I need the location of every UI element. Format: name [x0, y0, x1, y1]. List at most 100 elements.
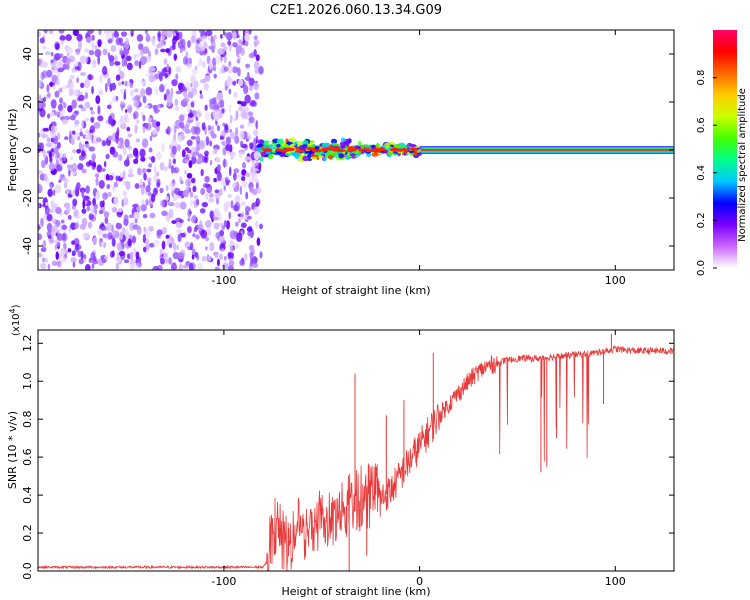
noise-blob	[66, 52, 70, 57]
noise-blob	[57, 103, 63, 112]
noise-blob	[113, 196, 119, 206]
noise-blob	[122, 227, 126, 235]
track-blob	[371, 152, 379, 157]
noise-blob	[157, 32, 161, 42]
noise-blob	[120, 88, 124, 94]
noise-blob	[143, 104, 150, 109]
track-peak	[379, 147, 384, 151]
noise-blob	[88, 50, 95, 56]
noise-blob	[212, 57, 217, 67]
track-blob	[263, 154, 269, 157]
noise-blob	[172, 35, 178, 41]
noise-blob	[247, 111, 254, 117]
noise-blob	[216, 124, 221, 132]
noise-blob	[62, 176, 67, 182]
noise-blob	[150, 155, 156, 163]
noise-blob	[210, 130, 214, 136]
noise-blob	[163, 93, 167, 101]
noise-blob	[163, 165, 168, 172]
noise-blob	[235, 127, 239, 136]
noise-blob	[248, 116, 255, 124]
noise-blob	[171, 220, 177, 225]
noise-blob	[124, 138, 130, 148]
noise-blob	[133, 88, 139, 93]
snr-y-tick-label: 0.6	[21, 448, 34, 466]
noise-blob	[241, 175, 246, 182]
noise-blob	[159, 187, 164, 194]
noise-blob	[254, 68, 259, 74]
noise-blob	[248, 77, 255, 86]
noise-blob	[142, 167, 147, 174]
noise-blob	[144, 30, 149, 35]
noise-blob	[59, 158, 63, 167]
noise-blob	[54, 146, 59, 155]
noise-blob	[95, 137, 102, 143]
noise-blob	[64, 136, 69, 140]
noise-blob	[153, 187, 159, 195]
noise-blob	[199, 93, 204, 100]
noise-blob	[182, 189, 189, 198]
noise-blob	[227, 65, 233, 74]
noise-blob	[219, 235, 225, 243]
noise-blob	[135, 138, 141, 143]
track-blob	[330, 138, 338, 144]
noise-blob	[255, 120, 258, 130]
noise-blob	[72, 30, 79, 37]
noise-blob	[215, 55, 221, 64]
noise-blob	[85, 264, 91, 270]
noise-blob	[235, 221, 239, 227]
noise-blob	[40, 262, 47, 270]
noise-blob	[169, 45, 176, 51]
noise-blob	[156, 151, 162, 161]
noise-blob	[138, 60, 142, 69]
noise-blob	[253, 167, 259, 172]
noise-blob	[133, 100, 140, 108]
noise-blob	[166, 126, 171, 136]
noise-blob	[38, 233, 43, 241]
noise-blob	[148, 117, 152, 123]
noise-blob	[145, 86, 153, 96]
noise-blob	[245, 63, 251, 69]
noise-blob	[203, 156, 208, 162]
colorbar-tick-label: 0.6	[696, 117, 707, 133]
signal-track	[256, 137, 674, 163]
noise-blob	[200, 168, 204, 177]
noise-blob	[226, 76, 233, 86]
noise-blob	[208, 45, 215, 50]
noise-blob	[106, 104, 112, 110]
noise-blob	[80, 106, 87, 112]
noise-blob	[152, 38, 156, 47]
noise-blob	[55, 251, 59, 260]
noise-blob	[249, 251, 254, 260]
noise-blob	[85, 185, 90, 194]
noise-blob	[92, 199, 95, 205]
noise-blob	[76, 77, 80, 83]
noise-blob	[95, 190, 101, 200]
noise-blob	[213, 208, 220, 217]
noise-blob	[200, 187, 206, 196]
noise-blob	[124, 228, 129, 238]
noise-blob	[115, 175, 119, 182]
noise-blob	[154, 85, 159, 96]
noise-blob	[76, 33, 83, 42]
noise-blob	[38, 152, 41, 157]
noise-blob	[153, 174, 158, 183]
track-blob	[346, 152, 352, 158]
noise-blob	[158, 83, 165, 93]
noise-blob	[85, 144, 90, 149]
noise-blob	[204, 74, 211, 82]
noise-blob	[82, 222, 86, 229]
noise-blob	[88, 129, 94, 134]
track-peak	[408, 147, 417, 151]
noise-blob	[107, 52, 111, 59]
noise-blob	[53, 61, 60, 70]
noise-blob	[207, 125, 212, 131]
noise-blob	[178, 263, 183, 270]
noise-blob	[252, 262, 259, 268]
noise-blob	[52, 189, 56, 196]
noise-blob	[81, 208, 87, 214]
noise-blob	[251, 172, 255, 177]
noise-blob	[43, 173, 48, 182]
noise-blob	[73, 210, 78, 217]
noise-blob	[223, 54, 227, 64]
